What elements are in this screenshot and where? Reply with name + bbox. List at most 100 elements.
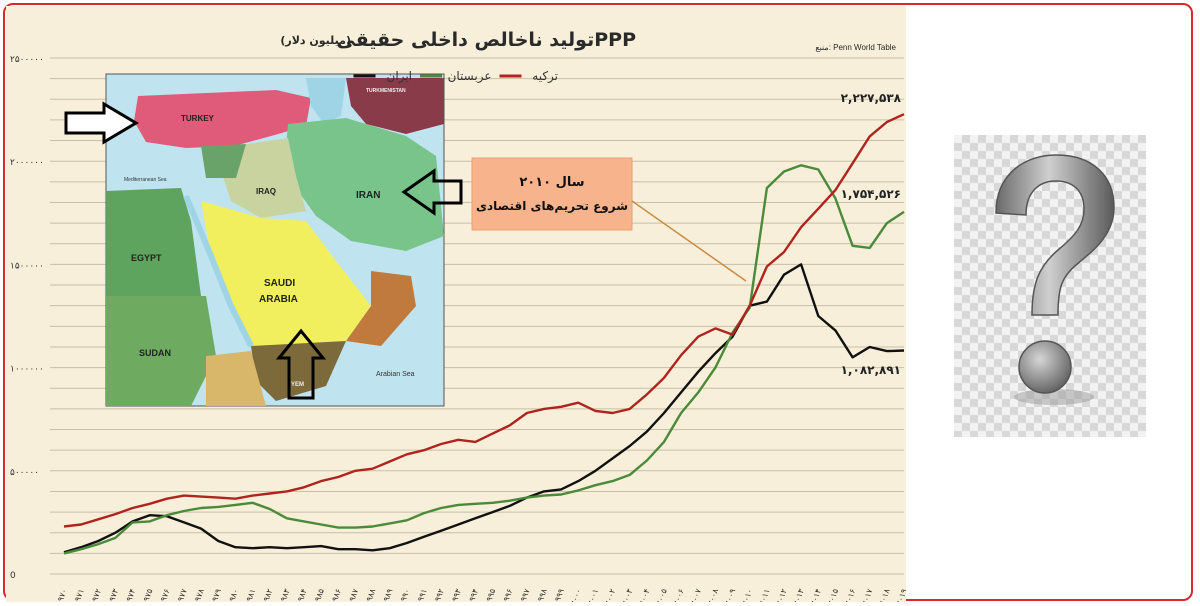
map-label-yemen: YEM	[291, 382, 304, 388]
map-label-arabian-sea: Arabian Sea	[376, 371, 415, 378]
map-syria	[201, 144, 246, 178]
annotation-leader-line	[631, 200, 747, 282]
x-tick-label: ۱۹۹۸	[534, 587, 549, 602]
y-tick-label: 0	[10, 571, 16, 581]
legend-label-saudi: عربستان	[448, 69, 492, 84]
x-tick-label: ۱۹۷۹	[209, 588, 223, 602]
map-label-sudan: SUDAN	[139, 348, 171, 358]
series-line-turkey	[63, 113, 905, 528]
map-saudi	[201, 201, 371, 351]
x-tick-label: ۱۹۷۳	[106, 587, 121, 602]
x-tick-label: ۱۹۷۶	[157, 588, 171, 602]
x-tick-label: ۱۹۹۰	[397, 588, 411, 602]
y-tick-label: ۲۰۰۰۰۰۰	[10, 158, 44, 168]
x-tick-label: ۱۹۸۷	[346, 587, 361, 602]
gdp-line-chart: 0 ۵۰۰۰۰۰ ۱۰۰۰۰۰۰ ۱۵۰۰۰۰۰ ۲۰۰۰۰۰۰ ۲۵۰۰۰۰۰ ۱۹۷۰ ۱…	[10, 29, 906, 602]
map-iraq	[221, 138, 306, 218]
x-tick-label: ۲۰۰۱	[586, 588, 600, 602]
x-tick-label: ۲۰۰۹	[723, 588, 737, 602]
annotation-line1: سال ۲۰۱۰	[519, 175, 584, 190]
x-tick-label: ۱۹۷۵	[140, 588, 154, 602]
map-label-turkey: TURKEY	[181, 114, 215, 123]
middle-east-map: TURKEY IRAN IRAQ SAUDI ARABIA EGYPT SUDA…	[105, 73, 445, 407]
x-tick-label: ۲۰۰۷	[689, 587, 704, 602]
end-label-turkey: ۲,۲۲۷,۵۳۸	[841, 91, 902, 105]
x-tick-label: ۲۰۱۰	[740, 588, 754, 602]
y-tick-label: ۵۰۰۰۰۰	[10, 468, 39, 478]
x-tick-label: ۱۹۷۴	[123, 588, 137, 602]
x-tick-label: ۲۰۰۳	[620, 587, 635, 602]
x-tick-label: ۱۹۸۵	[312, 588, 326, 602]
x-tick-label: ۱۹۷۱	[72, 588, 86, 602]
map-label-arabia: ARABIA	[259, 294, 298, 305]
x-tick-label: ۲۰۰۶	[672, 588, 686, 602]
x-tick-label: ۱۹۸۰	[226, 588, 240, 602]
x-tick-label: ۱۹۹۱	[414, 588, 428, 602]
chart-panel: 0 ۵۰۰۰۰۰ ۱۰۰۰۰۰۰ ۱۵۰۰۰۰۰ ۲۰۰۰۰۰۰ ۲۵۰۰۰۰۰ ۱۹۷۰ ۱…	[6, 6, 906, 602]
legend-label-iran: ایران	[387, 69, 412, 84]
x-tick-label: ۱۹۸۸	[363, 587, 378, 602]
x-tick-label: ۱۹۹۴	[466, 588, 480, 602]
chart-unit-note: (میلیون دلار)	[280, 34, 351, 47]
map-label-saudi: SAUDI	[264, 278, 295, 289]
x-tick-label: ۱۹۷۷	[174, 587, 189, 602]
map-turkey	[134, 90, 311, 148]
series-line-iran	[63, 263, 905, 554]
x-tick-label: ۱۹۹۹	[552, 588, 566, 602]
map-egypt	[106, 188, 201, 296]
series-line-saudi	[63, 164, 905, 555]
x-tick-label: ۱۹۹۳	[449, 587, 464, 602]
arrow-iran-icon	[401, 168, 463, 216]
series-lines	[63, 113, 905, 555]
arrow-saudi-icon	[275, 328, 327, 400]
x-tick-label: ۲۰۱۱	[757, 588, 771, 602]
x-tick-label: ۲۰۱۷	[860, 587, 875, 602]
y-tick-label: ۱۰۰۰۰۰۰	[10, 365, 44, 375]
x-tick-label: ۱۹۸۲	[260, 588, 274, 602]
x-tick-label: ۲۰۱۶	[843, 588, 857, 602]
question-mark-icon	[995, 154, 1115, 405]
end-label-iran: ۱,۰۸۲,۸۹۱	[841, 363, 901, 377]
map-label-egypt: EGYPT	[131, 253, 162, 263]
map-label-turkmenistan: TURKMENISTAN	[366, 88, 406, 94]
question-mark-panel	[954, 135, 1146, 437]
map-iran	[286, 118, 444, 251]
chart-title: تولید ناخالص داخلی حقیقیPPP	[336, 29, 636, 51]
x-tick-label: ۱۹۸۹	[380, 588, 394, 602]
chart-source: منبع: Penn World Table	[815, 43, 896, 52]
x-tick-label: ۲۰۱۵	[826, 588, 840, 602]
x-tick-label: ۲۰۱۳	[792, 587, 807, 602]
x-tick-label: ۱۹۸۴	[294, 588, 308, 602]
x-tick-label: ۲۰۱۸	[877, 587, 892, 602]
map-oman	[346, 271, 416, 346]
map-sudan	[106, 296, 216, 406]
map-caspian	[306, 78, 346, 124]
x-tick-label: ۱۹۹۲	[432, 588, 446, 602]
x-tick-label: ۱۹۷۰	[54, 588, 68, 602]
map-label-iraq: IRAQ	[256, 187, 276, 196]
end-label-saudi: ۱,۷۵۴,۵۲۶	[841, 187, 901, 201]
x-tick-label: ۲۰۰۴	[637, 588, 651, 602]
map-turkmenistan	[346, 78, 444, 134]
x-tick-label: ۱۹۹۷	[517, 587, 532, 602]
x-tick-label: ۱۹۹۶	[500, 588, 514, 602]
map-ethiopia	[206, 351, 266, 406]
x-tick-label: ۱۹۷۸	[192, 587, 207, 602]
x-tick-label: ۱۹۸۳	[277, 587, 292, 602]
x-tick-label: ۱۹۸۱	[243, 588, 257, 602]
x-tick-label: ۲۰۰۲	[603, 588, 617, 602]
x-tick-label: ۱۹۸۶	[329, 588, 343, 602]
annotation-line2: شروع تحریم‌های اقتصادی	[476, 199, 628, 214]
sanctions-annotation: سال ۲۰۱۰ شروع تحریم‌های اقتصادی	[471, 157, 747, 282]
x-tick-label: ۱۹۷۲	[89, 588, 103, 602]
legend-label-turkey: ترکیه	[532, 69, 558, 84]
y-tick-label: ۲۵۰۰۰۰۰	[10, 55, 44, 65]
x-tick-label: ۱۹۹۵	[483, 588, 497, 602]
arrow-turkey-icon	[64, 101, 139, 145]
x-tick-label: ۲۰۰۰	[569, 588, 583, 602]
map-label-mediterranean: Mediterranean Sea	[124, 177, 167, 183]
x-tick-label: ۲۰۱۲	[774, 588, 788, 602]
chart-legend: ترکیه عربستان ایران	[353, 69, 558, 84]
x-tick-label: ۲۰۰۸	[706, 587, 721, 602]
map-label-iran: IRAN	[356, 190, 380, 201]
